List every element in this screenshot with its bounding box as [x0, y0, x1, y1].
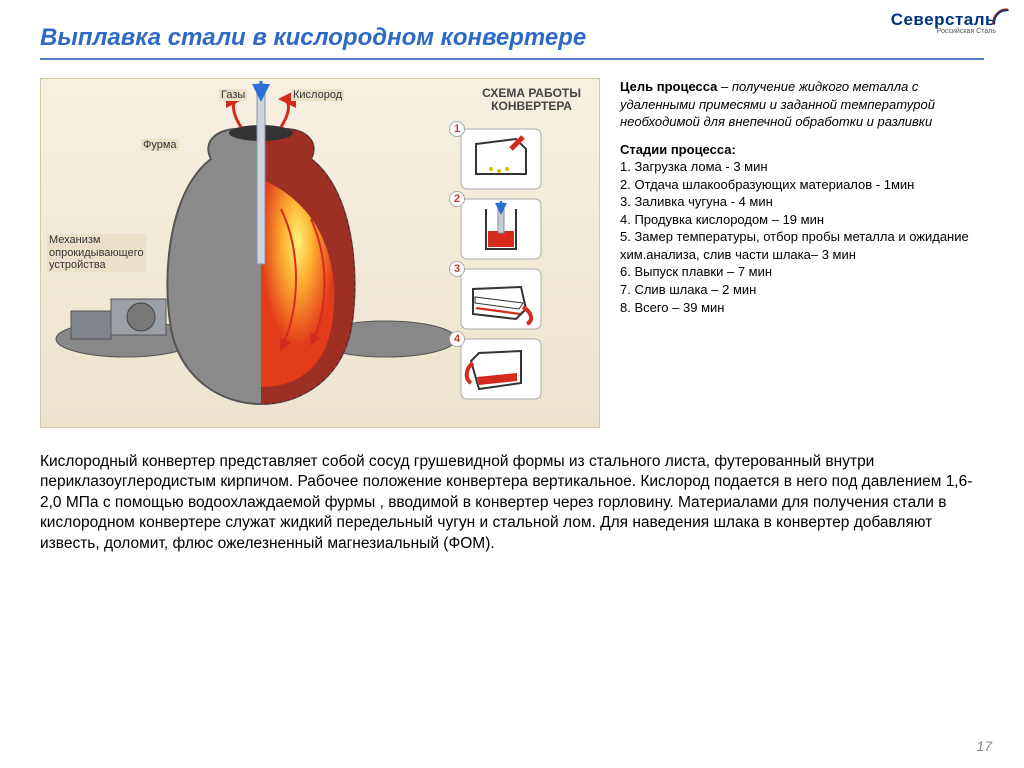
- stage-item: 5. Замер температуры, отбор пробы металл…: [620, 228, 984, 263]
- goal-label: Цель процесса: [620, 79, 717, 94]
- goal-block: Цель процесса – получение жидкого металл…: [620, 78, 984, 131]
- stage-item: 2. Отдача шлакообразующих материалов - 1…: [620, 176, 984, 194]
- stage-item: 3. Заливка чугуна - 4 мин: [620, 193, 984, 211]
- title-rule: [40, 58, 984, 60]
- step-circle-1: 1: [449, 121, 465, 137]
- stage-item: 7. Слив шлака – 2 мин: [620, 281, 984, 299]
- step-circle-4: 4: [449, 331, 465, 347]
- text-column: Цель процесса – получение жидкого металл…: [620, 78, 984, 428]
- stage-item: 6. Выпуск плавки – 7 мин: [620, 263, 984, 281]
- stage-item: 4. Продувка кислородом – 19 мин: [620, 211, 984, 229]
- converter-diagram: Газы Кислород Фурма Механизм опрокидываю…: [40, 78, 600, 428]
- stage-item: 1. Загрузка лома - 3 мин: [620, 158, 984, 176]
- diagram-label-oxygen: Кислород: [291, 89, 344, 101]
- brand-name: Северсталь: [891, 10, 996, 30]
- goal-dash: –: [717, 79, 731, 94]
- stages-list: 1. Загрузка лома - 3 мин 2. Отдача шлако…: [620, 158, 984, 316]
- step-circle-2: 2: [449, 191, 465, 207]
- brand-arc-icon: [992, 8, 1010, 26]
- stage-item: 8. Всего – 39 мин: [620, 299, 984, 317]
- page-number: 17: [976, 738, 992, 754]
- brand-logo: Северсталь Российская Сталь: [891, 10, 996, 35]
- description-paragraph: Кислородный конвертер представляет собой…: [40, 452, 984, 554]
- diagram-label-gases: Газы: [219, 89, 247, 101]
- diagram-label-tilt: Механизм опрокидывающего устройства: [47, 234, 146, 272]
- page-title: Выплавка стали в кислородном конвертере: [40, 24, 984, 52]
- stages-label: Стадии процесса:: [620, 141, 984, 159]
- diagram-scheme-title: СХЕМА РАБОТЫ КОНВЕРТЕРА: [482, 87, 581, 113]
- diagram-label-lance: Фурма: [141, 139, 179, 151]
- step-circle-3: 3: [449, 261, 465, 277]
